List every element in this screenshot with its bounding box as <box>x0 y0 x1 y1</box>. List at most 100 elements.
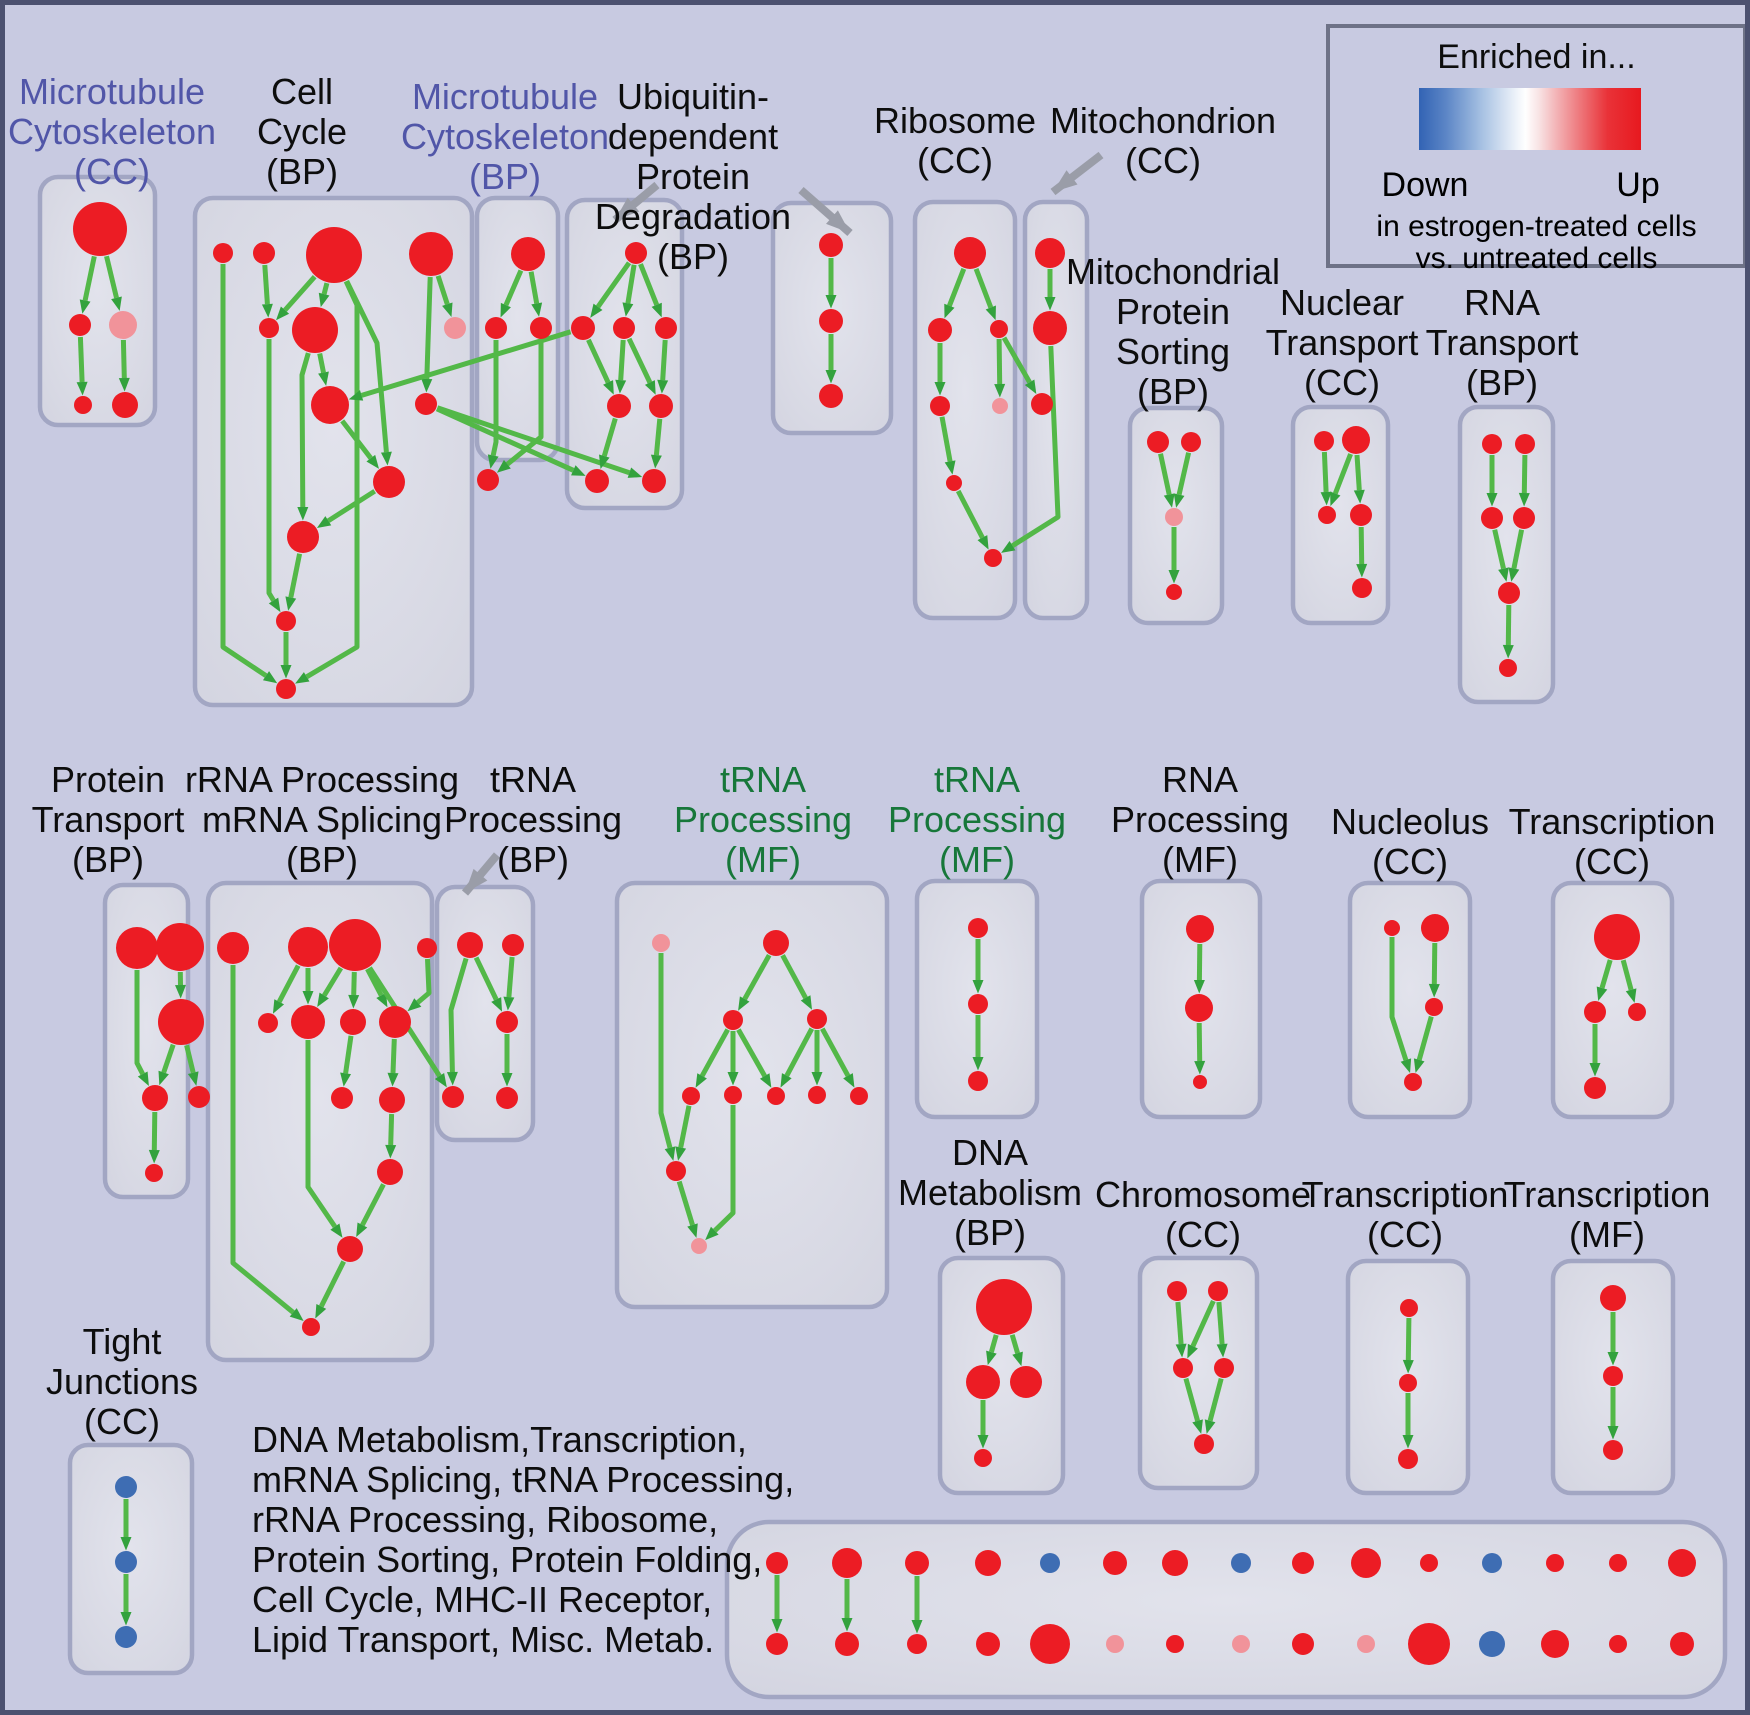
edge-arrow-mp1-mp3 <box>1158 453 1175 508</box>
edge-arrow-tm1-tm3 <box>780 954 813 1010</box>
go-term-node-rr2 <box>288 927 328 967</box>
edge-arrow-mc1-mc3 <box>104 255 122 311</box>
go-term-node-nu4 <box>1404 1073 1422 1091</box>
go-term-node-rt6 <box>1499 659 1517 677</box>
gray-arrows-layer <box>461 151 1104 896</box>
go-term-node-b11b <box>1408 1623 1450 1665</box>
edge-arrow-dm1-dm3 <box>1009 1334 1023 1367</box>
cluster-label-line: (BP) <box>468 156 541 197</box>
cluster-label-line: Microtubule <box>411 76 599 117</box>
legend-subtitle-line1: in estrogen-treated cells <box>1376 210 1697 243</box>
go-term-node-rb5 <box>992 398 1008 414</box>
cluster-label-line: tRNA <box>719 759 806 800</box>
go-term-node-nt2 <box>1342 426 1370 454</box>
go-term-node-tj1 <box>115 1476 137 1498</box>
go-term-node-rr1 <box>217 932 249 964</box>
go-term-node-tb3 <box>496 1011 518 1033</box>
cluster-label-line: (MF) <box>939 839 1015 880</box>
edge-arrow-cy3-cy6 <box>318 282 330 308</box>
go-term-node-rm1 <box>1186 915 1214 943</box>
edge-arrow-cy4-cy7 <box>435 275 453 318</box>
go-term-node-ub6 <box>649 394 673 418</box>
cluster-label-line: (CC) <box>1574 841 1650 882</box>
cluster-label-line: mRNA Splicing <box>201 799 443 840</box>
edge-arrow-cy4-cy9 <box>421 276 433 393</box>
cluster-label-line: Processing <box>673 799 853 840</box>
edge-arrow-ch2-ch4 <box>1216 1301 1228 1358</box>
edge-arrow-ub3-ub5 <box>615 339 627 394</box>
cluster-label-line: Cytoskeleton <box>7 111 217 152</box>
go-term-node-mp3 <box>1165 508 1183 526</box>
go-term-node-mt1 <box>1035 238 1065 268</box>
go-term-node-mc1 <box>73 202 127 256</box>
cluster-label-line: (CC) <box>1125 140 1201 181</box>
cluster-label-trna-processing-mf-2: tRNA Processing (MF) <box>888 760 1066 880</box>
cluster-label-rna-transport: RNA Transport (BP) <box>1426 283 1579 403</box>
go-term-node-b3b <box>907 1634 927 1654</box>
cluster-label-line: Processing <box>887 799 1067 840</box>
go-term-node-b4t <box>975 1550 1001 1576</box>
go-term-node-nt4 <box>1350 504 1372 526</box>
go-term-node-rr13 <box>302 1318 320 1336</box>
misc-terms-text: DNA Metabolism,Transcription, mRNA Splici… <box>252 1420 794 1660</box>
go-term-node-mc2 <box>69 314 91 336</box>
go-term-node-pt1 <box>116 927 158 969</box>
cluster-box-dna-metabolism <box>937 1255 1066 1496</box>
edge-arrow-rt5-rt6 <box>1502 604 1514 659</box>
go-term-node-pt5 <box>188 1086 210 1108</box>
misc-terms-line: Cell Cycle, MHC-II Receptor, <box>252 1579 713 1620</box>
legend-subtitle-line2: vs. untreated cells <box>1415 242 1658 275</box>
edge-arrow-cy9-ub7 <box>435 406 586 476</box>
go-term-node-ch5 <box>1194 1434 1214 1454</box>
cluster-label-line: Ubiquitin- <box>616 76 770 117</box>
go-term-node-b13t <box>1546 1554 1564 1572</box>
go-term-node-pt3 <box>158 999 204 1045</box>
edge-arrow-nt2-nt3 <box>1330 453 1353 507</box>
cluster-box-transcription-cc-mid <box>1550 880 1675 1120</box>
go-term-node-rb7 <box>984 549 1002 567</box>
cluster-label-line: Chromosome <box>1094 1174 1312 1215</box>
go-term-node-rr7 <box>340 1009 366 1035</box>
edge-arrow-rr6-rr12 <box>305 1040 343 1238</box>
edge-arrow-ub2-cy8 <box>348 329 572 401</box>
edge-arrow-rt4-rt5 <box>1508 529 1525 582</box>
edge-arrow-tm1-tm2 <box>738 953 772 1011</box>
go-term-node-cy2 <box>253 242 275 264</box>
go-term-node-b15t <box>1668 1549 1696 1577</box>
go-term-node-ub5 <box>607 394 631 418</box>
edge-arrow-rr3-rr7 <box>348 971 360 1009</box>
go-term-node-tm7 <box>808 1086 826 1104</box>
go-term-node-rr5 <box>258 1013 278 1033</box>
misc-terms-line: DNA Metabolism,Transcription, <box>252 1419 747 1460</box>
edge-arrow-rr4-rr8 <box>407 958 432 1012</box>
cluster-label-line: RNA <box>1161 759 1238 800</box>
edge-arrow-nt4-nt5 <box>1356 526 1368 578</box>
edge-arrow-tb2-tb3 <box>503 956 515 1011</box>
edge-arrow-tb1-tb3 <box>473 956 503 1012</box>
go-term-node-rt1 <box>1482 434 1502 454</box>
edge-arrow-ub1-ub4 <box>638 263 662 318</box>
go-term-node-mp4 <box>1166 584 1182 600</box>
cluster-label-line: Ribosome <box>873 100 1037 141</box>
go-term-node-b5t <box>1040 1553 1060 1573</box>
edge-arrow-cy6-cy8 <box>317 353 329 386</box>
edge-arrow-cy6-cy11 <box>297 352 311 521</box>
go-term-node-t33 <box>1398 1449 1418 1469</box>
go-term-node-b12b <box>1479 1631 1505 1657</box>
cluster-box-nucleolus <box>1347 880 1473 1120</box>
pointer-arrow-to-ubiquitin-box-2 <box>798 186 853 237</box>
cluster-label-line: (MF) <box>725 839 801 880</box>
go-term-node-pt4 <box>142 1085 168 1111</box>
go-term-node-dm2 <box>966 1365 1000 1399</box>
go-term-node-b8t <box>1231 1553 1251 1573</box>
cluster-label-line: (BP) <box>285 839 358 880</box>
edge-arrow-cy8-cy10 <box>340 419 380 469</box>
cluster-label-line: Junctions <box>45 1361 199 1402</box>
go-term-node-tc1 <box>1594 914 1640 960</box>
edge-arrow-ch4-ch5 <box>1204 1377 1224 1434</box>
edge-arrow-ub1-ub3 <box>622 264 637 317</box>
go-term-node-rb1 <box>954 237 986 269</box>
go-term-node-ub2 <box>571 316 595 340</box>
go-term-node-b6t <box>1103 1551 1127 1575</box>
cluster-label-dna-metabolism: DNA Metabolism (BP) <box>898 1133 1082 1253</box>
